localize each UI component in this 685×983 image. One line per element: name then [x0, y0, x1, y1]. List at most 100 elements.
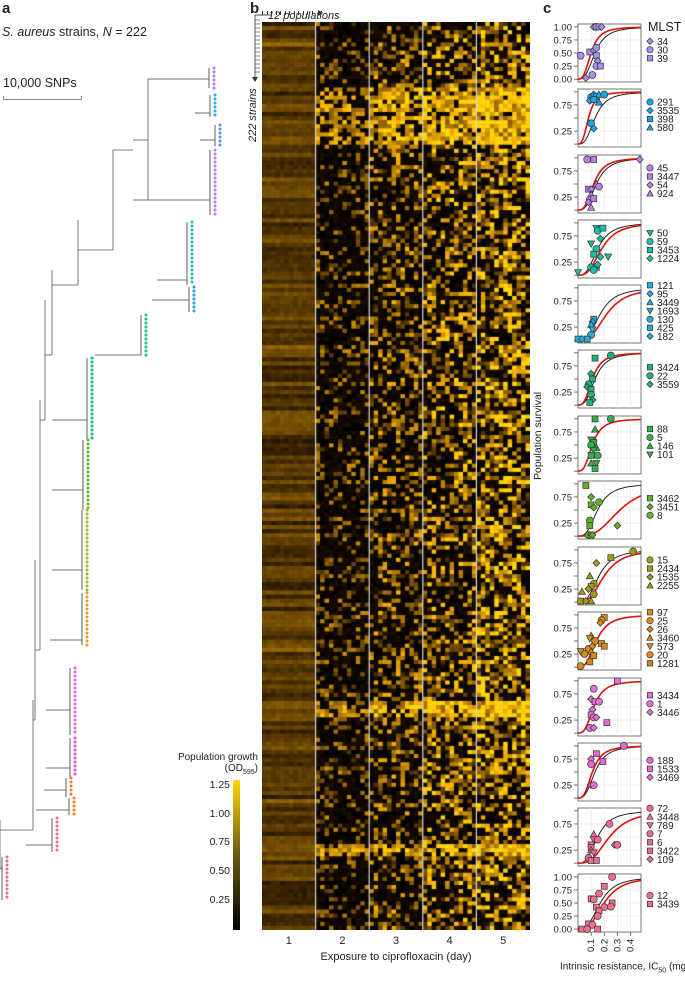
tree-tip — [190, 248, 194, 252]
tree-tip — [90, 384, 94, 388]
tree-title: S. aureus strains, N = 222 — [2, 25, 147, 39]
tree-tip — [218, 131, 222, 135]
data-point — [576, 51, 585, 60]
colorbar-tick-label: 0.75 — [209, 836, 230, 849]
tree-tip — [85, 603, 89, 607]
data-point — [606, 415, 615, 423]
y-tick-label: 0.75 — [554, 623, 573, 634]
fit-curve-black — [578, 484, 642, 537]
tree-tip — [86, 490, 90, 494]
legend-marker — [646, 290, 654, 298]
legend-label: 1535 — [657, 573, 680, 584]
legend-marker — [646, 123, 654, 131]
legend-label: 6 — [657, 838, 663, 849]
tree-tip — [192, 289, 196, 293]
tree-title-species: S. aureus — [2, 25, 56, 39]
data-point — [584, 198, 593, 207]
data-point — [576, 662, 585, 670]
legend-label: 3535 — [657, 106, 680, 117]
tree-tip — [213, 93, 217, 97]
data-point — [587, 240, 596, 249]
legend-label: 425 — [657, 323, 674, 334]
y-tick-label: 0.75 — [554, 361, 573, 372]
legend-marker — [646, 839, 654, 846]
legend-label: 3462 — [657, 494, 680, 505]
data-point — [589, 781, 598, 789]
y-tick-label: 0.00 — [554, 75, 573, 86]
data-point — [587, 452, 595, 459]
data-point — [587, 203, 596, 211]
scale-bar-label: 10,000 SNPs — [3, 76, 77, 90]
legend-marker — [646, 565, 654, 572]
tree-tip — [90, 428, 94, 432]
tree-tip — [55, 832, 59, 836]
day-tick-label: 2 — [339, 935, 346, 947]
tree-tip — [218, 139, 222, 143]
tree-tip — [86, 486, 90, 490]
data-point — [592, 713, 601, 722]
data-point — [589, 684, 598, 693]
tree-tip — [85, 524, 89, 528]
tree-title-n: N — [102, 25, 112, 39]
legend-label: 3453 — [657, 246, 680, 257]
y-tick-label: 0.25 — [554, 519, 573, 530]
tree-tip — [85, 623, 89, 627]
tree-tip — [85, 619, 89, 623]
data-point — [573, 269, 583, 277]
tree-tip — [144, 317, 148, 321]
x-tick-label: 0.3 — [612, 939, 623, 952]
data-point — [593, 912, 602, 920]
tree-tip — [213, 176, 217, 180]
tree-tip — [73, 730, 77, 734]
data-point — [589, 447, 598, 455]
data-point — [591, 354, 599, 362]
legend-marker — [646, 254, 654, 263]
tree-tip — [213, 152, 217, 156]
tree-tip — [90, 356, 94, 360]
tree-tip — [190, 280, 194, 284]
legend-marker — [646, 433, 654, 442]
legend-label: 95 — [657, 289, 669, 300]
x-tick-label: 0.1 — [586, 939, 597, 952]
y-tick-label: 0.75 — [554, 885, 573, 896]
legend-label: 146 — [657, 442, 674, 453]
tree-tip — [73, 752, 77, 756]
y-tick-label: 0.25 — [554, 716, 573, 727]
y-tick-label: 0.75 — [554, 819, 573, 830]
legend-marker — [646, 708, 654, 716]
tree-tip — [85, 591, 89, 595]
heatmap-x-ticks: 1 2 3 4 5 — [262, 935, 530, 949]
tree-tip — [90, 376, 94, 380]
colorbar-ticks: 1.25 1.00 0.75 0.50 0.25 — [190, 779, 230, 930]
legend-marker — [646, 181, 654, 189]
data-point — [585, 635, 594, 643]
tree-tip — [5, 895, 9, 899]
x-tick-label: 0.4 — [626, 939, 637, 952]
legend-label: 1224 — [657, 254, 680, 265]
legend-marker — [646, 324, 654, 331]
legend-marker — [646, 900, 654, 908]
legend-label: 26 — [657, 625, 669, 636]
legend-label: 1281 — [657, 659, 680, 670]
data-point — [595, 182, 603, 191]
legend-label: 59 — [657, 237, 669, 248]
tree-tip — [190, 228, 194, 232]
data-point — [589, 266, 598, 274]
tree-tip — [144, 341, 148, 345]
y-tick-label: 0.75 — [554, 166, 573, 177]
tree-tip — [192, 301, 196, 305]
tree-tip — [190, 236, 194, 240]
colorbar-title-line1: Population growth — [177, 752, 258, 763]
tree-tip — [190, 272, 194, 276]
data-point — [586, 658, 594, 666]
tree-tip — [213, 148, 217, 152]
tree-tip — [85, 568, 89, 572]
tree-tip — [144, 321, 148, 325]
fit-curve-black — [578, 92, 642, 145]
y-tick-label: 0.25 — [554, 912, 573, 923]
y-tick-label: 0.75 — [554, 558, 573, 569]
data-point — [592, 460, 601, 468]
tree-tip — [69, 780, 73, 784]
